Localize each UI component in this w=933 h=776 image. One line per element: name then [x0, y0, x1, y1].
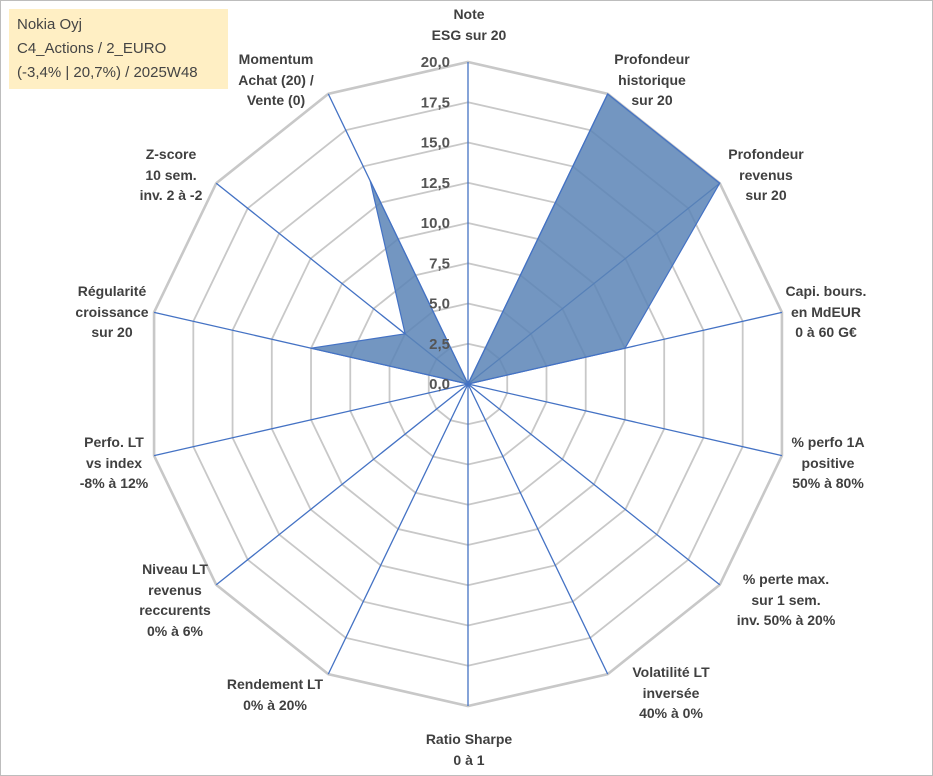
axis-label-line: inv. 2 à -2: [139, 187, 203, 203]
spoke-10: [153, 383, 469, 457]
spoke-8: [327, 383, 469, 675]
performance-week-label: (-3,4% | 20,7%) / 2025W48: [17, 64, 198, 81]
axis-label-2: Profondeur revenus sur 20: [691, 144, 841, 206]
tick-label: 15,0: [421, 135, 450, 152]
axis-label-line: positive: [801, 454, 855, 471]
axis-label-line: croissance: [75, 303, 149, 320]
axis-label-line: Note: [453, 6, 485, 22]
spoke-5: [467, 383, 721, 586]
spoke-6: [467, 383, 609, 675]
axis-label-line: Vente (0): [246, 92, 306, 108]
tick-label: 20,0: [421, 54, 450, 71]
spoke-4: [467, 383, 783, 457]
category-label: C4_Actions / 2_EURO: [17, 40, 167, 57]
axis-label-line: % perte max.: [742, 571, 830, 587]
tick-label: 5,0: [429, 296, 450, 313]
axis-label-line: 10 sem.: [145, 166, 197, 183]
axis-label-line: Profondeur: [728, 146, 804, 162]
axis-label-9: Niveau LT revenus reccurents 0% à 6%: [100, 559, 250, 641]
axis-label-line: Momentum: [238, 51, 314, 67]
axis-label-line: 40% à 0%: [639, 705, 703, 721]
axis-label-line: Rendement LT: [226, 676, 324, 692]
axis-label-line: Perfo. LT: [84, 434, 144, 450]
axis-label-line: reccurents: [139, 602, 211, 618]
tick-label: 17,5: [421, 94, 450, 111]
axis-label-line: sur 20: [745, 187, 787, 203]
axis-label-line: Capi. bours.: [785, 283, 867, 299]
axis-label-line: 50% à 80%: [792, 475, 864, 491]
axis-label-line: Régularité: [77, 283, 147, 299]
axis-label-line: inversée: [642, 684, 700, 701]
axis-label-4: % perfo 1A positive 50% à 80%: [753, 432, 903, 494]
tick-label: 7,5: [429, 255, 450, 272]
axis-label-line: 0 à 60 G€: [795, 324, 857, 340]
axis-label-1: Profondeur historique sur 20: [577, 49, 727, 111]
axis-label-line: % perfo 1A: [791, 434, 865, 450]
axis-label-7: Ratio Sharpe 0 à 1: [394, 729, 544, 770]
axis-label-line: Volatilité LT: [632, 664, 710, 680]
axis-label-8: Rendement LT 0% à 20%: [200, 674, 350, 715]
axis-label-line: historique: [618, 71, 686, 88]
axis-label-0: Note ESG sur 20: [394, 4, 544, 45]
spoke-9: [215, 383, 469, 586]
axis-label-10: Perfo. LT vs index -8% à 12%: [39, 432, 189, 494]
axis-label-line: sur 20: [631, 92, 673, 108]
axis-label-line: sur 20: [91, 324, 133, 340]
axis-label-line: 0 à 1: [453, 751, 485, 768]
axis-label-line: inv. 50% à 20%: [736, 612, 836, 628]
tick-label: 10,0: [421, 215, 450, 232]
axis-label-line: revenus: [739, 166, 793, 183]
axis-label-line: Z-score: [145, 146, 197, 162]
tick-label: 2,5: [429, 336, 450, 353]
company-name: Nokia Oyj: [17, 16, 83, 33]
tick-label: 12,5: [421, 175, 450, 192]
axis-label-13: Momentum Achat (20) / Vente (0): [201, 49, 351, 111]
axis-label-line: Profondeur: [614, 51, 690, 67]
axis-label-6: Volatilité LT inversée 40% à 0%: [596, 662, 746, 724]
axis-label-line: vs index: [85, 454, 143, 471]
axis-label-line: -8% à 12%: [79, 475, 149, 491]
axis-label-line: ESG sur 20: [431, 26, 507, 43]
axis-label-line: Niveau LT: [142, 561, 208, 577]
axis-label-11: Régularité croissance sur 20: [37, 281, 187, 343]
axis-label-line: Achat (20) /: [238, 71, 314, 88]
axis-label-5: % perte max. sur 1 sem. inv. 50% à 20%: [711, 569, 861, 631]
radial-tick-labels: 0,0 2,5 5,0 7,5 10,0 12,5 15,0 17,5 20,0: [421, 54, 450, 393]
axis-label-line: en MdEUR: [791, 303, 861, 320]
axis-label-line: 0% à 20%: [243, 696, 307, 713]
axis-label-12: Z-score 10 sem. inv. 2 à -2: [96, 144, 246, 206]
info-box: Nokia Oyj C4_Actions / 2_EURO (-3,4% | 2…: [9, 9, 228, 89]
axis-label-line: 0% à 6%: [146, 622, 204, 639]
tick-label: 0,0: [429, 376, 450, 393]
axis-label-line: revenus: [148, 581, 202, 598]
axis-label-3: Capi. bours. en MdEUR 0 à 60 G€: [751, 281, 901, 343]
radar-area-layer: [310, 92, 721, 386]
axis-label-line: Ratio Sharpe: [425, 731, 513, 747]
axis-label-line: sur 1 sem.: [751, 591, 821, 608]
